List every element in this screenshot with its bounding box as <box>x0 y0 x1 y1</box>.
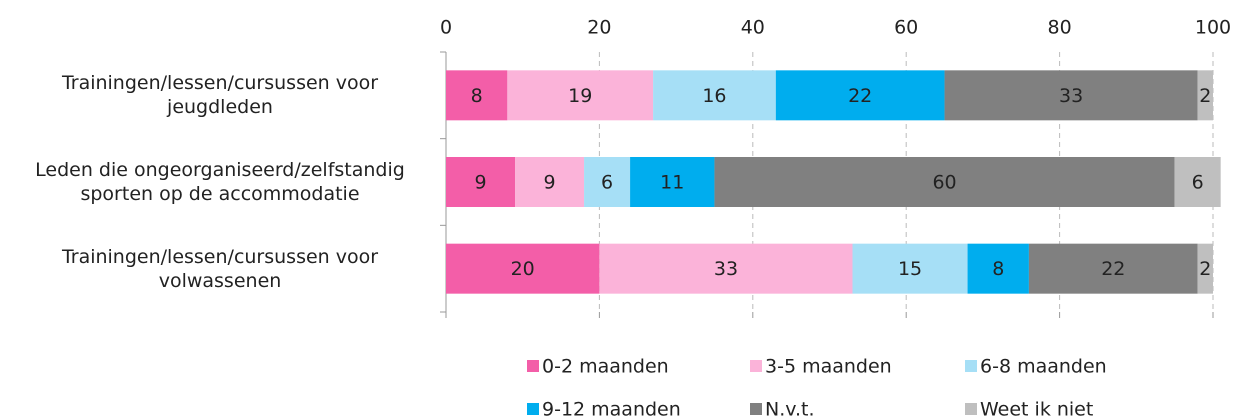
bar-segment <box>446 243 600 294</box>
legend-swatch <box>965 403 977 415</box>
legend-swatch <box>527 403 539 415</box>
bar-segment <box>653 70 776 121</box>
legend-label: N.v.t. <box>765 399 815 416</box>
y-tick-label: Trainingen/lessen/cursussen voor volwass… <box>61 245 379 292</box>
data-label: 22 <box>848 85 872 107</box>
data-label: 16 <box>702 85 726 107</box>
x-tick-label: 20 <box>587 17 611 39</box>
bar-segment <box>446 70 508 121</box>
legend-label: 6-8 maanden <box>980 356 1107 378</box>
data-label: 33 <box>714 258 738 280</box>
data-label: 33 <box>1059 85 1083 107</box>
bar-segment <box>1197 70 1213 121</box>
x-tick-label: 0 <box>440 17 452 39</box>
data-label: 8 <box>992 258 1004 280</box>
bar-segment <box>446 157 516 207</box>
x-tick-label: 60 <box>894 17 918 39</box>
x-tick-label: 40 <box>741 17 765 39</box>
data-label: 60 <box>932 172 956 194</box>
data-label: 11 <box>660 172 684 194</box>
legend-swatch <box>750 360 762 372</box>
bar-segment <box>515 157 585 207</box>
x-tick-label: 100 <box>1195 17 1231 39</box>
legend-label: 3-5 maanden <box>765 356 892 378</box>
legend-swatch <box>527 360 539 372</box>
bar-segment <box>1028 243 1198 294</box>
data-label: 9 <box>543 172 555 194</box>
bar-segment <box>967 243 1029 294</box>
bar-segment <box>630 157 715 207</box>
legend-label: 9-12 maanden <box>542 399 681 416</box>
data-label: 19 <box>568 85 592 107</box>
bar-segment <box>944 70 1198 121</box>
y-tick-label: Trainingen/lessen/cursussen voor jeugdle… <box>61 72 379 119</box>
legend-swatch <box>965 360 977 372</box>
bar-segment <box>775 70 945 121</box>
data-label: 2 <box>1199 85 1211 107</box>
data-label: 6 <box>1192 172 1204 194</box>
data-label: 22 <box>1101 258 1125 280</box>
data-label: 8 <box>471 85 483 107</box>
data-label: 6 <box>601 172 613 194</box>
x-tick-label: 80 <box>1048 17 1072 39</box>
bar-segment <box>507 70 654 121</box>
legend-swatch <box>750 403 762 415</box>
legend-label: Weet ik niet <box>980 399 1093 416</box>
bar-segment <box>599 243 853 294</box>
bar-segment <box>1197 243 1213 294</box>
bar-segment <box>714 157 1175 207</box>
bar-segment <box>1174 157 1221 207</box>
data-label: 15 <box>898 258 922 280</box>
bar-segment <box>584 157 631 207</box>
data-label: 20 <box>511 258 535 280</box>
bar-segment <box>852 243 968 294</box>
data-label: 9 <box>474 172 486 194</box>
y-tick-label: Leden die ongeorganiseerd/zelfstandig sp… <box>35 159 405 205</box>
legend-label: 0-2 maanden <box>542 356 669 378</box>
data-label: 2 <box>1199 258 1211 280</box>
